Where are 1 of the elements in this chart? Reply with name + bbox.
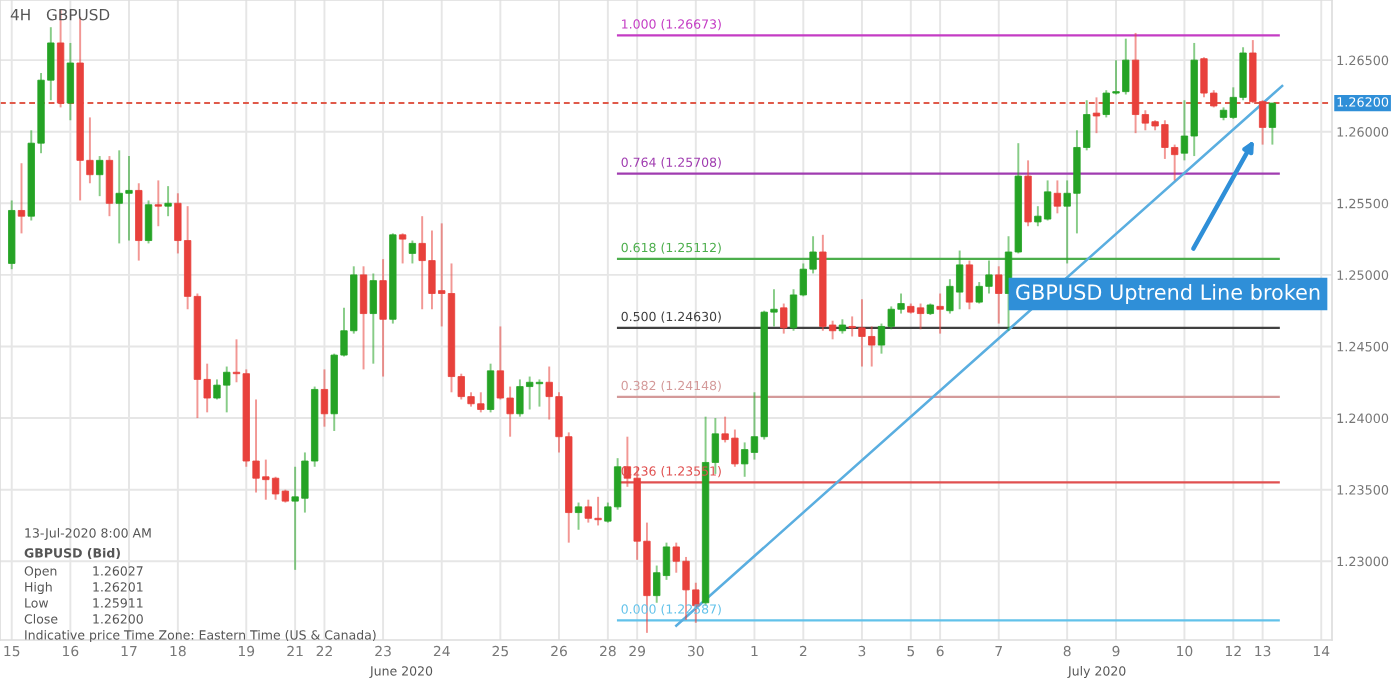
annotation: GBPUSD Uptrend Line broken	[1016, 283, 1320, 305]
